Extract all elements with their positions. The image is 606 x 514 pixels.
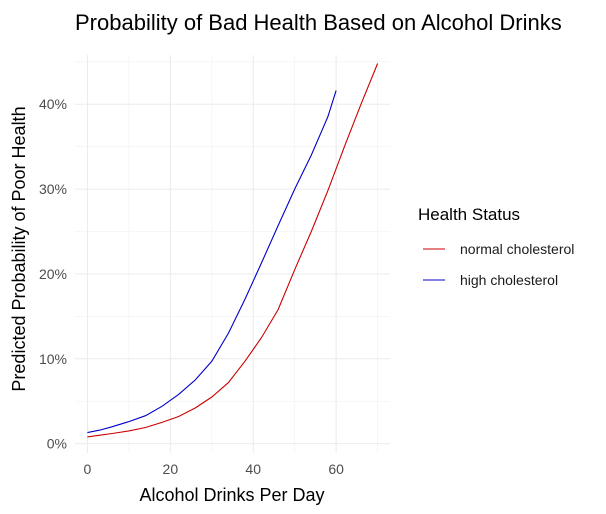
legend-label: high cholesterol (460, 272, 558, 288)
x-tick-label: 0 (84, 461, 92, 477)
y-tick-label: 0% (47, 436, 67, 452)
y-tick-label: 40% (39, 96, 67, 112)
y-axis: 0% 10% 20% 30% 40% (39, 96, 67, 451)
y-axis-title: Predicted Probability of Poor Health (9, 106, 29, 391)
legend: Health Status normal cholesterol high cho… (418, 205, 574, 288)
series-line (87, 90, 337, 434)
series-line (87, 63, 379, 438)
x-tick-label: 60 (328, 461, 344, 477)
chart-title: Probability of Bad Health Based on Alcoh… (75, 10, 562, 35)
legend-label: normal cholesterol (460, 241, 574, 257)
plot-area (75, 55, 390, 453)
x-tick-label: 40 (245, 461, 261, 477)
y-tick-label: 30% (39, 181, 67, 197)
x-tick-label: 20 (163, 461, 179, 477)
x-axis-title: Alcohol Drinks Per Day (139, 485, 324, 505)
legend-title: Health Status (418, 205, 520, 224)
y-tick-label: 10% (39, 351, 67, 367)
x-axis: 0 20 40 60 (84, 461, 345, 477)
y-tick-label: 20% (39, 266, 67, 282)
